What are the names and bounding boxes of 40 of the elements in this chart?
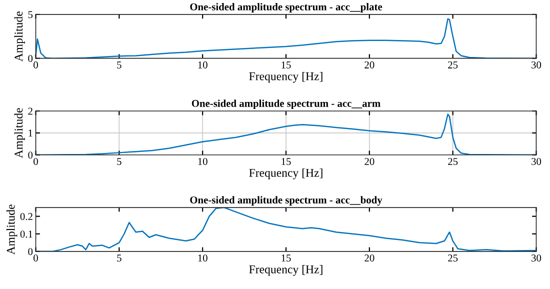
y-tick-label: 0 — [28, 55, 33, 62]
line-series — [36, 114, 536, 155]
chart-title: One-sided amplitude spectrum - acc__arm — [192, 100, 380, 110]
x-tick-label: 10 — [198, 254, 208, 262]
y-tick-label: 0 — [28, 248, 33, 256]
x-tick-label: 15 — [282, 61, 291, 68]
chart-title: One-sided amplitude spectrum - acc__body — [190, 196, 382, 206]
x-tick-label: 10 — [198, 61, 208, 68]
y-axis-title: Amplitude — [6, 204, 18, 255]
y-tick-label: 2 — [28, 108, 32, 115]
x-tick-label: 25 — [448, 158, 458, 165]
x-tick-label: 10 — [198, 158, 208, 165]
x-tick-label: 30 — [532, 158, 542, 165]
x-tick-label: 0 — [34, 254, 38, 262]
x-tick-label: 5 — [117, 254, 122, 262]
x-axis-title: Frequency [Hz] — [249, 168, 322, 180]
x-tick-label: 15 — [282, 254, 291, 262]
y-tick-label: 0.1 — [20, 230, 32, 238]
x-tick-label: 25 — [448, 61, 458, 68]
y-tick-label: 1 — [28, 130, 32, 137]
line-series — [36, 18, 536, 58]
y-tick-label: 5 — [28, 11, 33, 18]
y-tick-label: 0.2 — [20, 213, 32, 220]
y-tick-label: 0 — [28, 152, 33, 159]
x-tick-label: 20 — [364, 61, 374, 68]
y-axis-title: Amplitude — [14, 12, 25, 62]
x-tick-label: 20 — [364, 158, 374, 165]
y-axis-title: Amplitude — [14, 108, 25, 158]
x-tick-label: 30 — [532, 61, 542, 68]
x-tick-label: 30 — [532, 254, 542, 262]
x-tick-label: 25 — [448, 254, 458, 262]
x-tick-label: 15 — [282, 158, 291, 165]
x-tick-label: 5 — [117, 158, 122, 165]
x-tick-label: 0 — [34, 61, 38, 68]
chart-title: One-sided amplitude spectrum - acc__plate — [190, 3, 382, 12]
x-tick-label: 20 — [364, 254, 374, 262]
x-tick-label: 5 — [117, 62, 122, 68]
x-axis-title: Frequency [Hz] — [249, 72, 322, 83]
x-axis-title: Frequency [Hz] — [249, 265, 322, 276]
x-tick-label: 0 — [34, 158, 38, 165]
